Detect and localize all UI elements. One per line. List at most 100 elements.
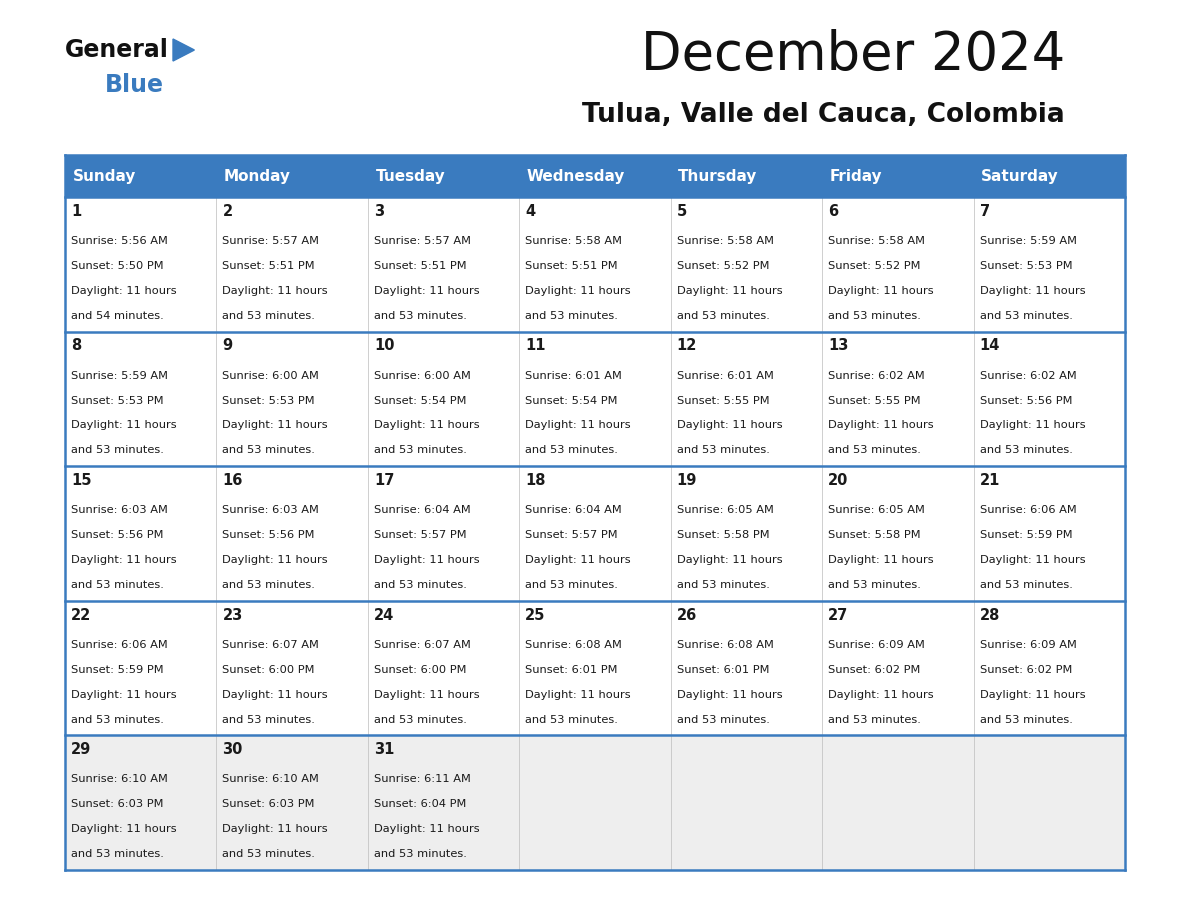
Text: Sunrise: 6:02 AM: Sunrise: 6:02 AM bbox=[828, 371, 925, 381]
Text: Daylight: 11 hours: Daylight: 11 hours bbox=[525, 285, 631, 296]
Text: Sunset: 5:53 PM: Sunset: 5:53 PM bbox=[980, 261, 1073, 271]
Text: Sunset: 5:55 PM: Sunset: 5:55 PM bbox=[828, 396, 921, 406]
Text: Sunset: 5:56 PM: Sunset: 5:56 PM bbox=[71, 530, 164, 540]
Text: Sunset: 6:00 PM: Sunset: 6:00 PM bbox=[374, 665, 467, 675]
Bar bbox=[974, 155, 1125, 197]
Text: 30: 30 bbox=[222, 742, 242, 757]
Text: Sunrise: 6:01 AM: Sunrise: 6:01 AM bbox=[677, 371, 773, 381]
Text: Daylight: 11 hours: Daylight: 11 hours bbox=[828, 555, 934, 565]
Text: Sunrise: 6:02 AM: Sunrise: 6:02 AM bbox=[980, 371, 1076, 381]
Text: Sunset: 6:03 PM: Sunset: 6:03 PM bbox=[71, 800, 164, 810]
Text: and 53 minutes.: and 53 minutes. bbox=[677, 580, 770, 590]
Text: 14: 14 bbox=[980, 339, 1000, 353]
Bar bbox=[368, 155, 519, 197]
Text: Sunset: 5:57 PM: Sunset: 5:57 PM bbox=[525, 530, 618, 540]
Text: Sunset: 5:57 PM: Sunset: 5:57 PM bbox=[374, 530, 467, 540]
Text: Sunset: 5:56 PM: Sunset: 5:56 PM bbox=[980, 396, 1072, 406]
Text: Sunset: 5:53 PM: Sunset: 5:53 PM bbox=[222, 396, 315, 406]
Text: and 53 minutes.: and 53 minutes. bbox=[71, 714, 164, 724]
Text: Daylight: 11 hours: Daylight: 11 hours bbox=[828, 285, 934, 296]
Text: 10: 10 bbox=[374, 339, 394, 353]
Text: 27: 27 bbox=[828, 608, 848, 622]
Text: and 53 minutes.: and 53 minutes. bbox=[525, 310, 618, 320]
Text: and 53 minutes.: and 53 minutes. bbox=[374, 445, 467, 455]
Text: Sunrise: 6:06 AM: Sunrise: 6:06 AM bbox=[980, 505, 1076, 515]
Text: and 53 minutes.: and 53 minutes. bbox=[71, 849, 164, 859]
Text: 21: 21 bbox=[980, 473, 1000, 488]
Text: 13: 13 bbox=[828, 339, 848, 353]
Text: and 53 minutes.: and 53 minutes. bbox=[677, 310, 770, 320]
Text: 8: 8 bbox=[71, 339, 81, 353]
Text: Sunrise: 6:00 AM: Sunrise: 6:00 AM bbox=[222, 371, 320, 381]
Text: and 53 minutes.: and 53 minutes. bbox=[71, 580, 164, 590]
Text: Daylight: 11 hours: Daylight: 11 hours bbox=[374, 824, 480, 834]
Bar bbox=[671, 197, 822, 331]
Text: Sunset: 6:02 PM: Sunset: 6:02 PM bbox=[828, 665, 921, 675]
Text: Sunrise: 5:57 AM: Sunrise: 5:57 AM bbox=[222, 236, 320, 246]
Text: and 53 minutes.: and 53 minutes. bbox=[525, 580, 618, 590]
Text: 20: 20 bbox=[828, 473, 848, 488]
Bar bbox=[368, 466, 519, 600]
Text: 12: 12 bbox=[677, 339, 697, 353]
Text: Tulua, Valle del Cauca, Colombia: Tulua, Valle del Cauca, Colombia bbox=[582, 102, 1064, 128]
Text: 22: 22 bbox=[71, 608, 91, 622]
Text: General: General bbox=[65, 38, 169, 62]
Text: Thursday: Thursday bbox=[678, 169, 758, 184]
Text: Sunset: 5:54 PM: Sunset: 5:54 PM bbox=[374, 396, 467, 406]
Text: Sunset: 6:00 PM: Sunset: 6:00 PM bbox=[222, 665, 315, 675]
Text: and 53 minutes.: and 53 minutes. bbox=[828, 580, 921, 590]
Bar bbox=[974, 197, 1125, 331]
Text: Daylight: 11 hours: Daylight: 11 hours bbox=[71, 824, 177, 834]
Text: Daylight: 11 hours: Daylight: 11 hours bbox=[222, 420, 328, 431]
Text: Sunset: 5:53 PM: Sunset: 5:53 PM bbox=[71, 396, 164, 406]
Text: Daylight: 11 hours: Daylight: 11 hours bbox=[71, 285, 177, 296]
Text: Sunrise: 5:59 AM: Sunrise: 5:59 AM bbox=[71, 371, 168, 381]
Text: and 53 minutes.: and 53 minutes. bbox=[828, 310, 921, 320]
Text: 24: 24 bbox=[374, 608, 394, 622]
Text: 15: 15 bbox=[71, 473, 91, 488]
Text: Sunrise: 5:58 AM: Sunrise: 5:58 AM bbox=[828, 236, 925, 246]
Text: Monday: Monday bbox=[225, 169, 291, 184]
Bar bbox=[974, 466, 1125, 600]
Text: Sunrise: 5:58 AM: Sunrise: 5:58 AM bbox=[525, 236, 623, 246]
Text: Sunset: 5:56 PM: Sunset: 5:56 PM bbox=[222, 530, 315, 540]
Polygon shape bbox=[173, 39, 195, 61]
Text: Sunrise: 5:59 AM: Sunrise: 5:59 AM bbox=[980, 236, 1076, 246]
Text: Sunset: 5:51 PM: Sunset: 5:51 PM bbox=[222, 261, 315, 271]
Bar bbox=[216, 466, 368, 600]
Text: Sunrise: 6:10 AM: Sunrise: 6:10 AM bbox=[222, 775, 320, 785]
Text: Sunrise: 6:04 AM: Sunrise: 6:04 AM bbox=[374, 505, 470, 515]
Text: and 53 minutes.: and 53 minutes. bbox=[222, 445, 315, 455]
Text: Daylight: 11 hours: Daylight: 11 hours bbox=[71, 555, 177, 565]
Text: and 53 minutes.: and 53 minutes. bbox=[374, 714, 467, 724]
Text: Sunset: 6:02 PM: Sunset: 6:02 PM bbox=[980, 665, 1072, 675]
Text: Sunset: 5:59 PM: Sunset: 5:59 PM bbox=[71, 665, 164, 675]
Text: Sunrise: 6:11 AM: Sunrise: 6:11 AM bbox=[374, 775, 470, 785]
Text: 7: 7 bbox=[980, 204, 990, 218]
Text: 18: 18 bbox=[525, 473, 545, 488]
Bar bbox=[519, 466, 671, 600]
Text: Sunrise: 6:07 AM: Sunrise: 6:07 AM bbox=[374, 640, 470, 650]
Bar bbox=[65, 331, 216, 466]
Text: and 53 minutes.: and 53 minutes. bbox=[222, 310, 315, 320]
Bar bbox=[519, 155, 671, 197]
Text: Daylight: 11 hours: Daylight: 11 hours bbox=[71, 420, 177, 431]
Bar bbox=[822, 600, 974, 735]
Text: Sunrise: 6:05 AM: Sunrise: 6:05 AM bbox=[828, 505, 925, 515]
Bar bbox=[822, 331, 974, 466]
Text: Sunset: 6:04 PM: Sunset: 6:04 PM bbox=[374, 800, 466, 810]
Text: Sunrise: 5:57 AM: Sunrise: 5:57 AM bbox=[374, 236, 470, 246]
Text: Sunrise: 6:10 AM: Sunrise: 6:10 AM bbox=[71, 775, 168, 785]
Text: Tuesday: Tuesday bbox=[375, 169, 446, 184]
Bar bbox=[65, 735, 216, 870]
Text: Daylight: 11 hours: Daylight: 11 hours bbox=[71, 689, 177, 700]
Text: Sunrise: 6:03 AM: Sunrise: 6:03 AM bbox=[71, 505, 168, 515]
Bar bbox=[974, 735, 1125, 870]
Text: Sunrise: 6:09 AM: Sunrise: 6:09 AM bbox=[828, 640, 925, 650]
Text: 5: 5 bbox=[677, 204, 687, 218]
Text: 6: 6 bbox=[828, 204, 839, 218]
Text: and 53 minutes.: and 53 minutes. bbox=[71, 445, 164, 455]
Text: Sunset: 5:58 PM: Sunset: 5:58 PM bbox=[828, 530, 921, 540]
Text: and 53 minutes.: and 53 minutes. bbox=[525, 445, 618, 455]
Text: Sunrise: 6:08 AM: Sunrise: 6:08 AM bbox=[525, 640, 623, 650]
